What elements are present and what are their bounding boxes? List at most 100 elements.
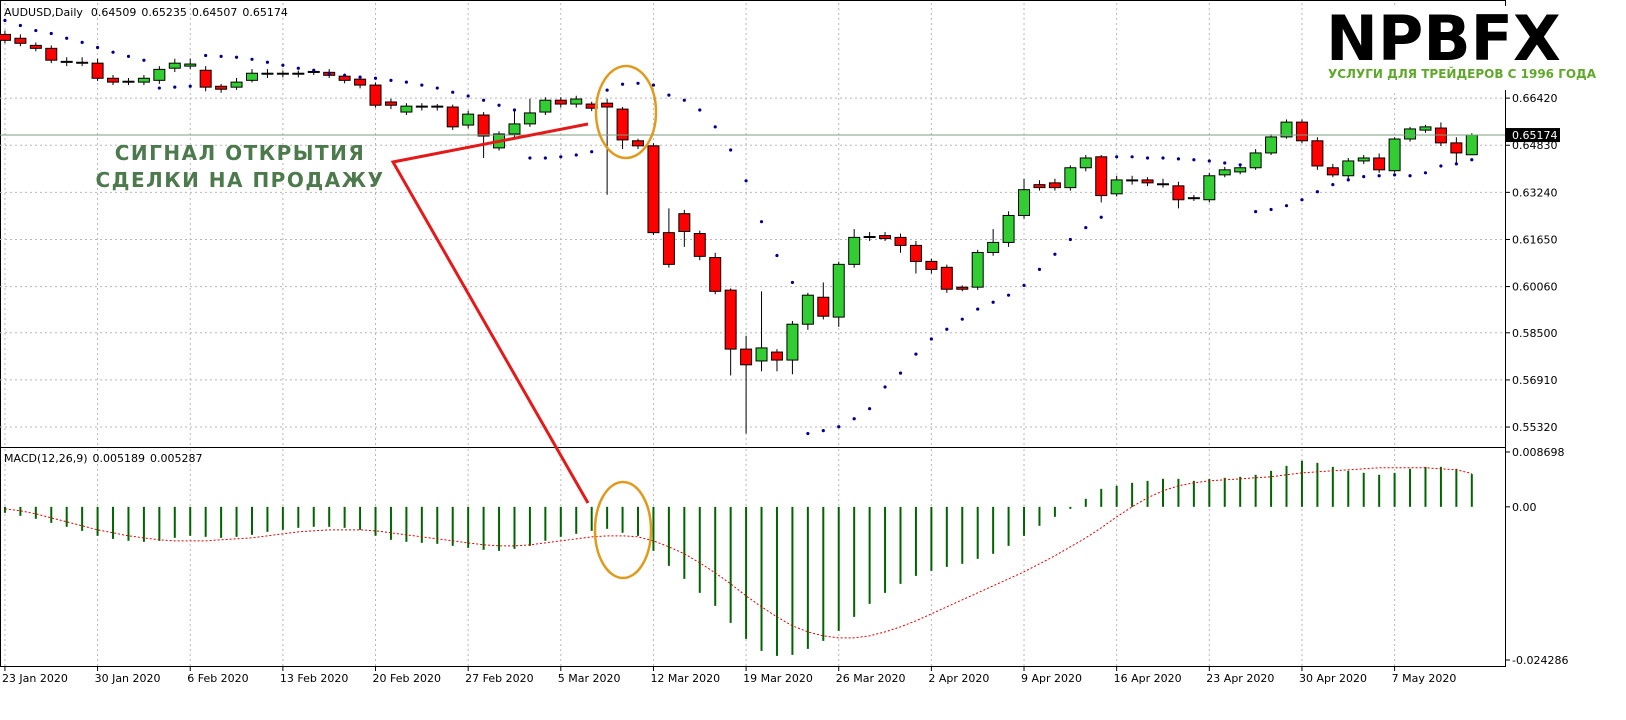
sar-dot	[1068, 237, 1072, 242]
y-tick-label: 0.00	[1512, 501, 1537, 514]
candle-body	[76, 61, 89, 64]
y-tick-label: 0.63240	[1512, 186, 1558, 199]
x-tick-label: 12 Mar 2020	[650, 672, 720, 685]
candle-body	[354, 78, 367, 86]
candle-body	[245, 72, 258, 81]
candle-body	[230, 81, 243, 88]
candle-body	[215, 85, 228, 90]
sar-dot	[234, 55, 239, 59]
candle-body	[14, 37, 27, 44]
sar-dot	[976, 307, 980, 311]
candle-body	[462, 113, 475, 126]
candle-body	[1126, 179, 1139, 182]
candle-body	[987, 241, 1000, 254]
sar-dot	[1254, 210, 1258, 214]
candle-body	[709, 257, 722, 292]
x-tick-label: 23 Apr 2020	[1206, 672, 1274, 685]
x-tick-label: 7 May 2020	[1392, 672, 1457, 685]
candle-body	[554, 99, 567, 105]
candle-body	[1218, 169, 1231, 176]
x-tick-label: 9 Apr 2020	[1021, 672, 1082, 685]
candle-body	[971, 252, 984, 288]
y-tick-label: -0.024286	[1512, 654, 1568, 667]
sar-dot	[188, 84, 192, 88]
sar-dot	[945, 327, 949, 331]
candle-body	[45, 47, 58, 61]
sar-dot	[1470, 158, 1474, 162]
candle-body	[1156, 183, 1169, 186]
sar-dot	[1284, 204, 1289, 208]
candle-body	[137, 77, 150, 83]
candle-body	[1079, 157, 1092, 169]
signal-value: 0.005287	[150, 452, 203, 465]
candle-body	[894, 236, 907, 246]
candle-body	[801, 294, 814, 325]
candle-body	[770, 351, 783, 361]
candle-body	[1203, 175, 1216, 201]
sar-dot	[914, 352, 918, 356]
sar-dot	[1377, 174, 1381, 178]
candle-body	[523, 112, 536, 125]
candle-body	[1187, 197, 1200, 200]
candle-body	[1234, 167, 1247, 173]
candle-body	[647, 145, 660, 234]
sar-dot	[590, 150, 594, 154]
sar-dot	[312, 68, 316, 72]
sar-dot	[1439, 164, 1443, 168]
sar-dot	[636, 81, 640, 85]
sar-dot	[729, 148, 733, 152]
candle-body	[909, 244, 922, 262]
candle-body	[415, 105, 428, 108]
annotation: СИГНАЛ ОТКРЫТИЯ	[115, 141, 366, 165]
candle-body	[1033, 184, 1046, 189]
candle-body	[1404, 128, 1417, 140]
candle-body	[276, 72, 289, 75]
sar-dot	[49, 31, 53, 36]
price-tag-label: 0.65174	[1512, 129, 1558, 142]
logo-bg	[1312, 6, 1560, 90]
sar-dot	[1362, 175, 1366, 179]
sar-dot	[95, 45, 100, 50]
sar-dot	[821, 428, 825, 433]
sar-dot	[497, 103, 501, 107]
x-tick-label: 6 Feb 2020	[187, 672, 248, 685]
sar-dot	[1176, 157, 1181, 161]
header-open: 0.64509	[91, 6, 137, 19]
candle-body	[1450, 142, 1463, 154]
x-tick-label: 13 Feb 2020	[280, 672, 348, 685]
x-tick-label: 5 Mar 2020	[558, 672, 621, 685]
candle-body	[153, 68, 166, 81]
sar-dot	[18, 23, 22, 28]
y-tick-label: 0.60060	[1512, 281, 1558, 294]
header-low: 0.64507	[192, 6, 238, 19]
sar-dot	[219, 54, 223, 58]
sar-dot	[898, 371, 903, 375]
x-tick-label: 16 Apr 2020	[1114, 672, 1182, 685]
sar-dot	[1022, 283, 1026, 287]
sar-dot	[1315, 190, 1319, 194]
sar-dot	[435, 86, 439, 90]
sar-dot	[852, 417, 856, 421]
candle-body	[662, 232, 675, 265]
sar-dot	[698, 108, 702, 112]
sar-dot	[1331, 183, 1335, 187]
candle-body	[616, 108, 629, 141]
logo: NPBFX	[1326, 2, 1561, 75]
sar-dot	[265, 60, 270, 64]
chart-header: AUDUSD,Daily 0.64509 0.65235 0.64507 0.65174	[4, 6, 288, 19]
x-tick-label: 23 Jan 2020	[2, 672, 68, 685]
candle-body	[431, 105, 444, 108]
symbol: AUDUSD,Daily	[4, 6, 83, 19]
sar-dot	[111, 50, 115, 54]
highlight-ellipse	[593, 480, 653, 580]
y-tick-label: 0.56910	[1512, 374, 1558, 387]
candle-body	[724, 289, 737, 350]
y-tick-label: 0.58500	[1512, 327, 1558, 340]
y-tick-label: 0.61650	[1512, 233, 1558, 246]
sar-dot	[667, 93, 671, 97]
candle-body	[1357, 157, 1370, 162]
sar-dot	[404, 80, 408, 84]
header-close: 0.65174	[242, 6, 288, 19]
sar-dot	[1207, 159, 1211, 163]
x-tick-label: 20 Feb 2020	[373, 672, 441, 685]
